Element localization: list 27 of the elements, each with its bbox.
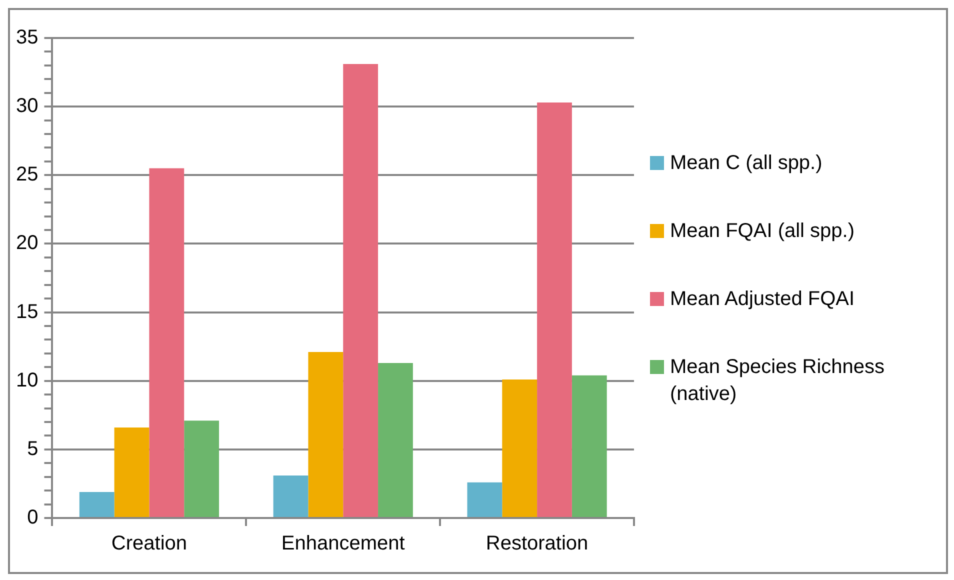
y-tick-label: 0 xyxy=(27,506,38,529)
legend-label: Mean Species Richness (native) xyxy=(670,355,886,407)
legend-label: Mean Adjusted FQAI xyxy=(670,287,855,312)
bar xyxy=(378,363,413,517)
bar xyxy=(572,375,607,517)
bar xyxy=(273,475,308,517)
bar xyxy=(537,102,572,517)
x-tick-label: Creation xyxy=(111,532,188,555)
y-tick-label: 10 xyxy=(16,369,38,392)
y-tick-label: 35 xyxy=(16,26,38,49)
bar xyxy=(149,168,184,517)
y-tick-label: 20 xyxy=(16,232,38,254)
bar xyxy=(308,352,344,517)
legend-label: Mean C (all spp.) xyxy=(670,151,822,176)
bar xyxy=(114,427,150,517)
legend-label: Mean FQAI (all spp.) xyxy=(670,219,855,244)
y-tick-label: 5 xyxy=(27,438,38,460)
x-tick-label: Enhancement xyxy=(281,532,406,555)
y-tick-label: 30 xyxy=(16,95,38,118)
bar xyxy=(79,492,114,517)
y-tick-label: 25 xyxy=(16,164,38,186)
bar xyxy=(467,482,502,517)
x-tick-label: Restoration xyxy=(486,532,588,555)
bar xyxy=(502,379,538,517)
y-tick-label: 15 xyxy=(16,300,38,323)
bar xyxy=(184,420,220,517)
bar xyxy=(343,64,378,517)
